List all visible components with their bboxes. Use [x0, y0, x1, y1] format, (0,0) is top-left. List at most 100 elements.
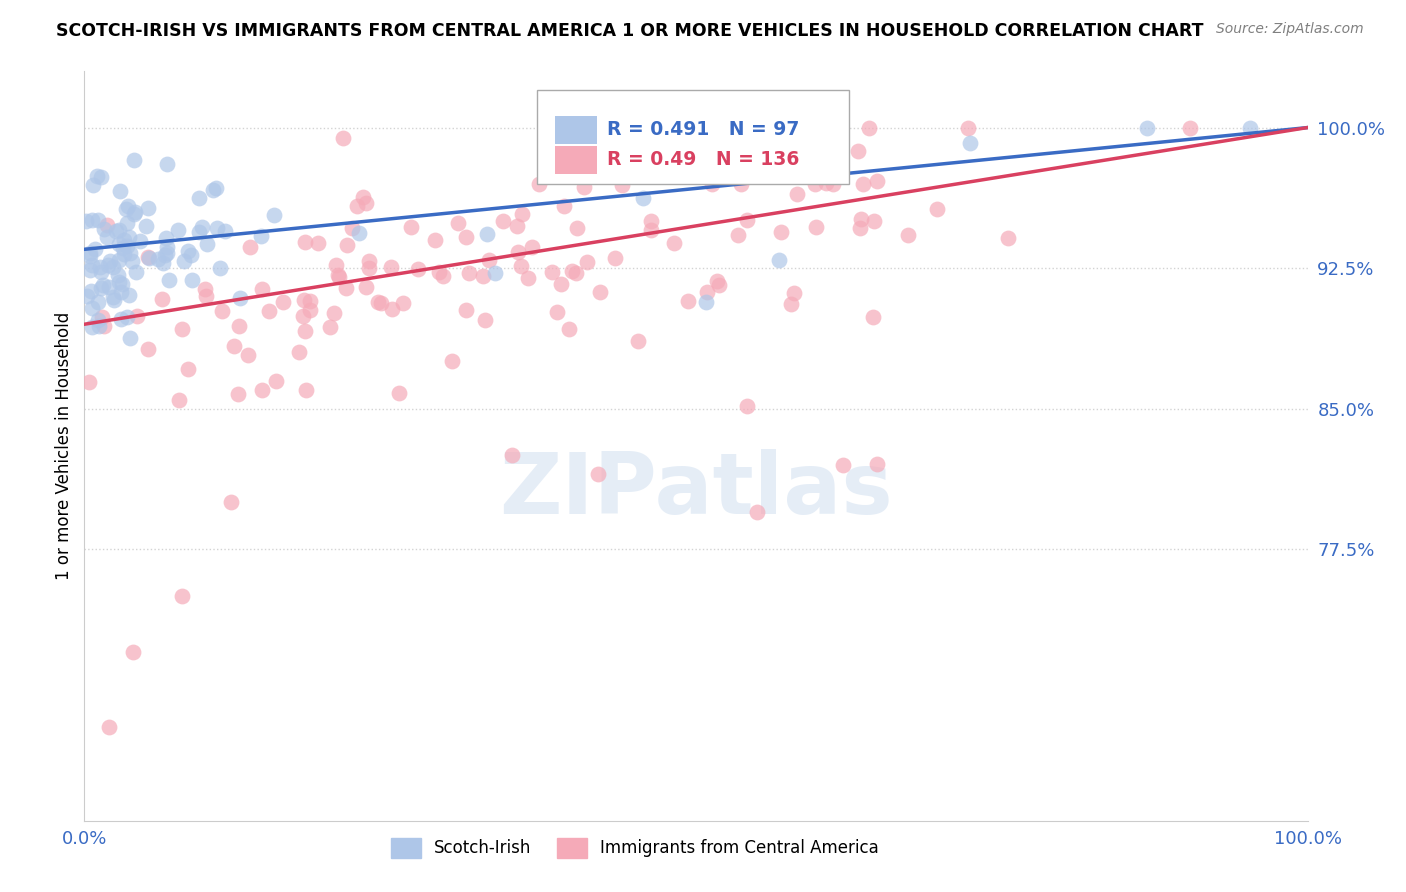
Point: [170, 322, 193, 336]
Point: [77, 375, 100, 389]
Point: [432, 268, 454, 283]
Point: [107, 268, 129, 282]
Point: [631, 191, 654, 205]
Point: [786, 186, 808, 201]
Point: [332, 130, 354, 145]
Point: [75, 214, 97, 228]
Point: [662, 236, 685, 251]
Point: [120, 245, 142, 260]
Point: [707, 278, 730, 293]
Point: [676, 294, 699, 309]
Point: [80, 301, 103, 315]
Point: [91, 310, 114, 324]
Point: [357, 254, 380, 268]
Point: [80, 319, 103, 334]
Point: [328, 268, 350, 282]
Point: [626, 334, 648, 348]
Point: [558, 321, 581, 335]
Point: [849, 211, 872, 226]
Point: [76, 288, 98, 302]
Point: [136, 251, 159, 265]
Point: [347, 226, 370, 240]
Text: R = 0.49   N = 136: R = 0.49 N = 136: [606, 150, 799, 169]
Point: [187, 225, 209, 239]
Point: [319, 319, 342, 334]
Point: [506, 244, 529, 259]
Point: [381, 301, 404, 316]
Point: [89, 260, 111, 275]
Point: [177, 244, 200, 258]
Point: [1178, 120, 1201, 135]
Point: [157, 273, 180, 287]
FancyBboxPatch shape: [537, 90, 849, 184]
Point: [727, 227, 749, 242]
Point: [111, 277, 134, 291]
Point: [522, 240, 544, 254]
Point: [478, 253, 501, 268]
Point: [155, 157, 177, 171]
Point: [610, 178, 633, 192]
Point: [117, 199, 139, 213]
Point: [108, 223, 131, 237]
Point: [128, 235, 150, 249]
Point: [188, 191, 211, 205]
Point: [138, 251, 160, 265]
Point: [846, 144, 869, 158]
Point: [516, 271, 538, 285]
Point: [180, 248, 202, 262]
Point: [399, 219, 422, 234]
Point: [87, 213, 110, 227]
Point: [104, 224, 127, 238]
Point: [780, 297, 803, 311]
Legend: Scotch-Irish, Immigrants from Central America: Scotch-Irish, Immigrants from Central Am…: [384, 831, 886, 864]
Point: [959, 136, 981, 151]
Point: [294, 235, 316, 249]
Point: [956, 120, 979, 135]
Point: [91, 277, 114, 292]
Point: [640, 214, 662, 228]
Point: [823, 177, 845, 191]
Point: [97, 259, 120, 273]
Point: [695, 294, 717, 309]
Point: [492, 214, 515, 228]
Point: [115, 202, 138, 216]
Point: [148, 252, 170, 266]
Point: [307, 235, 329, 250]
Point: [152, 255, 174, 269]
Point: [814, 176, 837, 190]
Point: [713, 120, 735, 135]
Point: [457, 267, 479, 281]
Point: [527, 177, 550, 191]
Point: [250, 383, 273, 397]
Point: [84, 242, 107, 256]
Point: [112, 233, 135, 247]
Point: [335, 281, 357, 295]
Point: [793, 120, 815, 135]
Point: [617, 165, 640, 179]
Text: Source: ZipAtlas.com: Source: ZipAtlas.com: [1216, 22, 1364, 37]
Text: SCOTCH-IRISH VS IMMIGRANTS FROM CENTRAL AMERICA 1 OR MORE VEHICLES IN HOUSEHOLD : SCOTCH-IRISH VS IMMIGRANTS FROM CENTRAL …: [56, 22, 1204, 40]
Point: [863, 214, 886, 228]
Point: [155, 230, 177, 244]
Point: [354, 280, 377, 294]
Point: [1239, 120, 1261, 135]
Point: [352, 190, 374, 204]
Point: [574, 179, 596, 194]
Text: ZIPatlas: ZIPatlas: [499, 450, 893, 533]
Point: [264, 374, 287, 388]
Point: [136, 342, 159, 356]
Point: [546, 305, 568, 319]
Point: [257, 304, 280, 318]
Point: [79, 245, 101, 260]
Point: [93, 319, 115, 334]
Point: [550, 277, 572, 291]
Point: [201, 183, 224, 197]
Point: [340, 220, 363, 235]
Point: [108, 275, 131, 289]
Point: [224, 339, 246, 353]
Point: [263, 208, 285, 222]
Point: [706, 274, 728, 288]
Point: [195, 237, 218, 252]
Point: [121, 254, 143, 268]
Point: [474, 313, 496, 327]
